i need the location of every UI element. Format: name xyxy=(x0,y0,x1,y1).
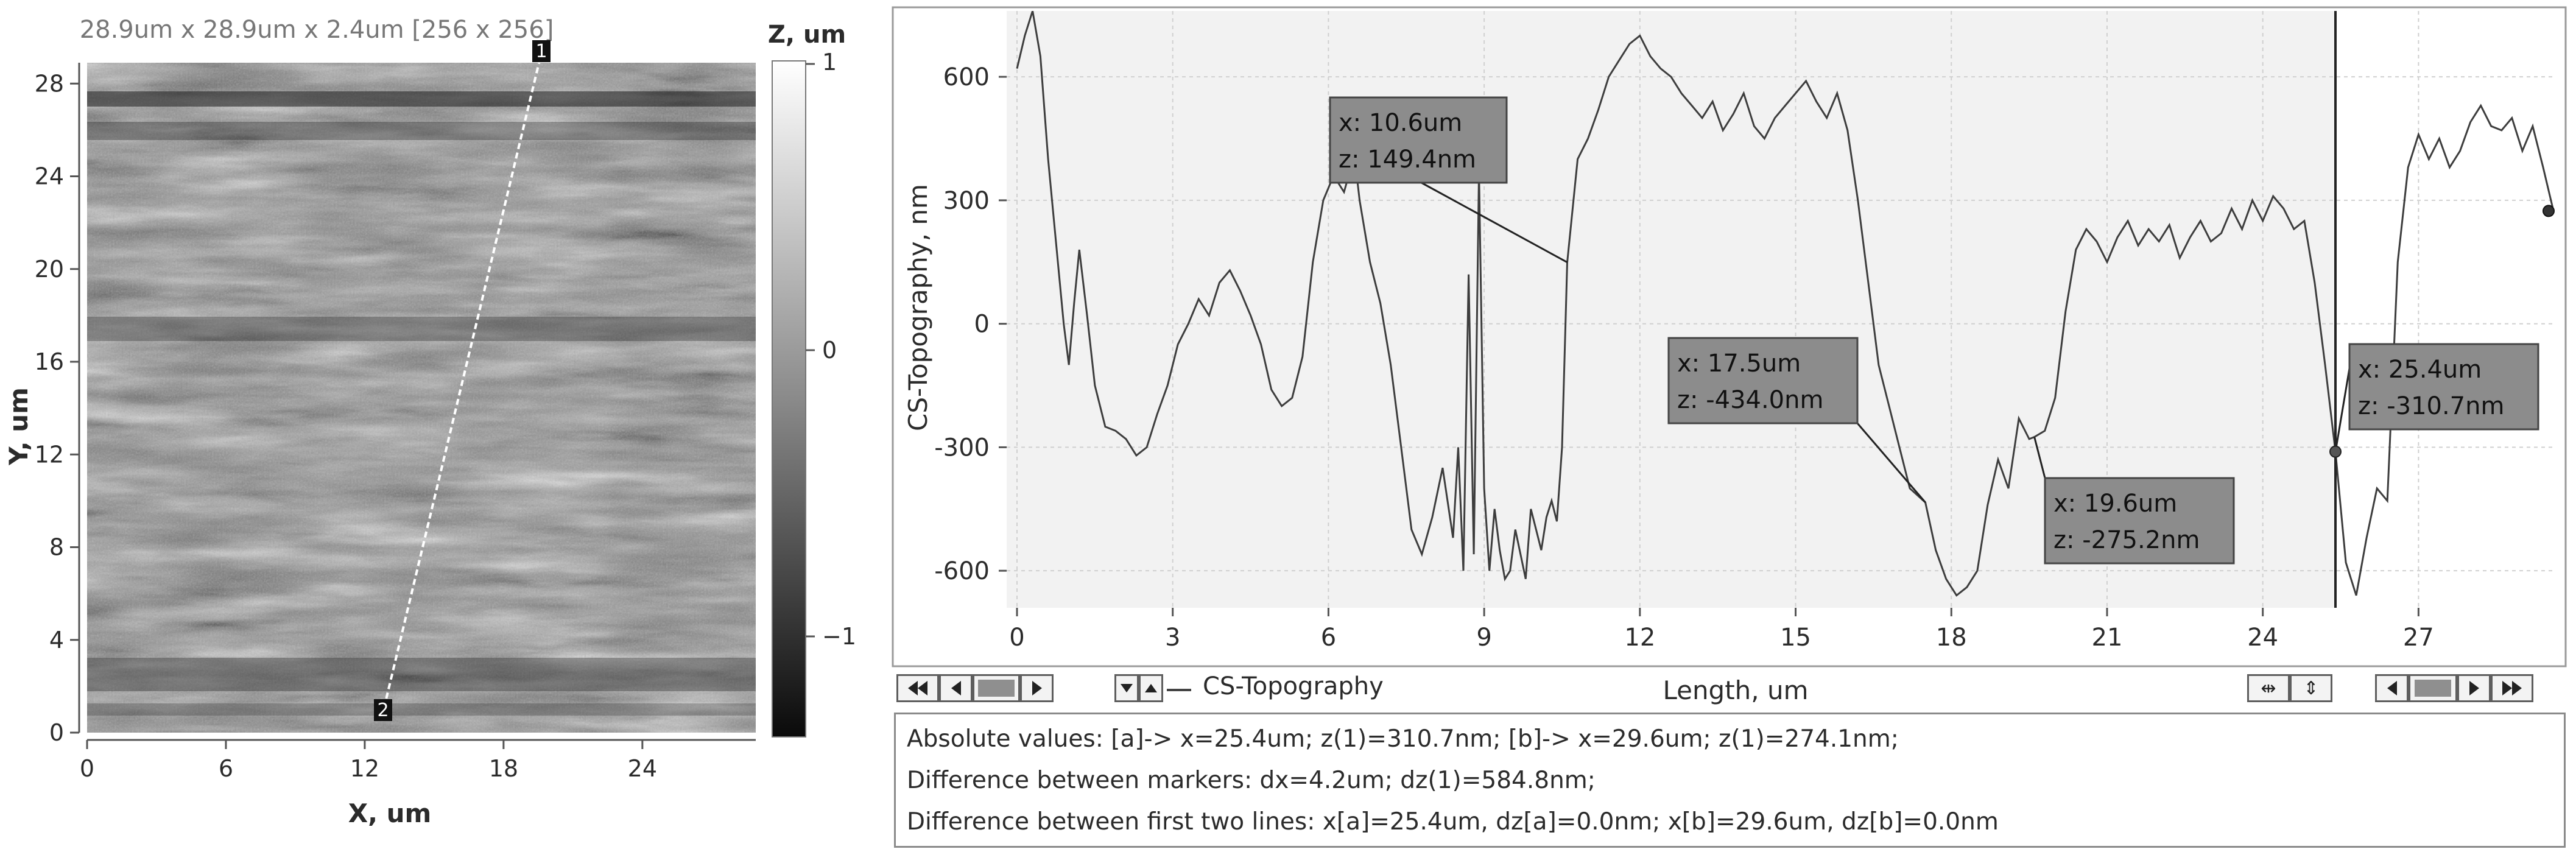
map-y-label: Y, um xyxy=(4,387,33,466)
x-tick-label: 12 xyxy=(1624,624,1655,652)
chevron-right-icon xyxy=(1032,681,1042,695)
map-y-tick-label: 20 xyxy=(35,256,64,283)
map-y-tick-label: 4 xyxy=(49,627,64,653)
series-line-cs-topography xyxy=(1016,11,2553,597)
map-y-tick-label: 24 xyxy=(35,163,64,190)
callout-x-text: x: 10.6um xyxy=(1339,109,1462,137)
callout-leader xyxy=(2334,368,2351,452)
colorbar-tick: −1 xyxy=(822,623,856,650)
x-tick-label: 9 xyxy=(1476,624,1491,652)
pan-thumb[interactable] xyxy=(2409,674,2457,702)
callout-4: x: 25.4um z: -310.7nm xyxy=(2334,343,2539,452)
scroll-left-button[interactable] xyxy=(939,674,973,702)
map-x-tick-label: 0 xyxy=(80,755,94,782)
y-tick-label: -600 xyxy=(934,557,990,585)
callout-leader xyxy=(1856,423,1926,503)
fit-vertical-button[interactable]: ⇕ xyxy=(2290,674,2332,702)
x-tick-label: 27 xyxy=(2403,624,2434,652)
map-x-tick-label: 18 xyxy=(489,755,518,782)
info-marker-difference: Difference between markers: dx=4.2um; dz… xyxy=(907,767,1596,794)
cursor-region xyxy=(2335,11,2553,608)
double-left-icon xyxy=(908,681,918,695)
colorbar-tick: 1 xyxy=(822,49,837,76)
arrow-up-icon xyxy=(1145,684,1157,692)
callout-2: x: 17.5um z: -434.0nm xyxy=(1667,337,1926,503)
vertical-arrows-icon: ⇕ xyxy=(2303,677,2319,699)
map-title: 28.9um x 28.9um x 2.4um [256 x 256] xyxy=(80,16,554,44)
info-line-difference: Difference between first two lines: x[a]… xyxy=(907,808,1999,836)
legend-label: CS-Topography xyxy=(1203,672,1384,700)
scroll-first-button[interactable] xyxy=(896,674,939,702)
marker-info-panel: Absolute values: [a]-> x=25.4um; z(1)=31… xyxy=(894,713,2566,848)
map-x-label: X, um xyxy=(348,798,432,828)
callout-x-text: x: 25.4um xyxy=(2358,356,2482,384)
callout-z-text: z: -434.0nm xyxy=(1677,386,1823,414)
scroll-thumb[interactable] xyxy=(973,674,1020,702)
map-x-tick-label: 24 xyxy=(628,755,657,782)
cursor-b-point[interactable] xyxy=(2543,205,2555,217)
profile-y-label: CS-Topography, nm xyxy=(903,184,933,431)
legend-swatch xyxy=(1167,689,1191,691)
profile-scan-line[interactable] xyxy=(382,57,541,710)
chevron-right-icon xyxy=(2469,681,2479,695)
svg-text:1: 1 xyxy=(535,41,547,62)
y-tick-label: 600 xyxy=(943,63,990,91)
map-x-tick-label: 6 xyxy=(219,755,233,782)
horizontal-arrows-icon: ⇹ xyxy=(2261,677,2276,699)
pan-right-button[interactable] xyxy=(2457,674,2491,702)
map-y-tick-label: 8 xyxy=(49,534,64,561)
x-tick-label: 18 xyxy=(1936,624,1967,652)
callout-x-text: x: 19.6um xyxy=(2053,490,2177,518)
map-y-tick-label: 16 xyxy=(35,348,64,375)
x-tick-label: 0 xyxy=(1009,624,1024,652)
x-tick-label: 21 xyxy=(2092,624,2123,652)
callout-z-text: z: 149.4nm xyxy=(1339,146,1476,174)
chevron-left-icon xyxy=(2387,681,2397,695)
pan-last-button[interactable] xyxy=(2491,674,2533,702)
marker-2[interactable]: 2 xyxy=(374,699,392,721)
callout-box xyxy=(2348,343,2539,431)
callout-3: x: 19.6um z: -275.2nm xyxy=(2033,437,2235,565)
x-tick-label: 6 xyxy=(1321,624,1336,652)
callout-1: x: 10.6um z: 149.4nm xyxy=(1329,96,1568,263)
map-y-tick-label: 12 xyxy=(35,441,64,468)
double-right-icon xyxy=(2502,681,2512,695)
series-up-button[interactable] xyxy=(1139,674,1163,702)
x-tick-label: 3 xyxy=(1165,624,1180,652)
scroll-right-button[interactable] xyxy=(1020,674,1054,702)
marker-1[interactable]: 1 xyxy=(532,40,551,62)
callout-x-text: x: 17.5um xyxy=(1677,350,1801,378)
topography-map xyxy=(87,63,756,733)
plot-area xyxy=(1007,11,2553,608)
colorbar-title: Z, um xyxy=(768,21,846,49)
y-tick-label: -300 xyxy=(934,434,990,462)
profile-x-label: Length, um xyxy=(1663,675,1808,705)
map-axes: 0 6 12 18 24 0 4 8 12 16 20 24 28 X, um Y, um xyxy=(4,63,756,828)
map-x-tick-label: 12 xyxy=(350,755,379,782)
info-absolute-values: Absolute values: [a]-> x=25.4um; z(1)=31… xyxy=(907,725,1899,753)
callout-z-text: z: -310.7nm xyxy=(2358,392,2504,420)
pan-left-button[interactable] xyxy=(2375,674,2409,702)
y-tick-label: 0 xyxy=(974,311,990,339)
map-y-tick-label: 28 xyxy=(35,70,64,97)
x-tick-label: 24 xyxy=(2247,624,2278,652)
callout-leader xyxy=(2033,437,2046,479)
colorbar: Z, um 1 0 −1 xyxy=(768,21,856,738)
arrow-down-icon xyxy=(1121,684,1133,692)
callout-leader xyxy=(1421,181,1568,263)
cursor-a-point[interactable] xyxy=(2329,445,2342,458)
callout-box xyxy=(1667,337,1859,424)
fit-horizontal-button[interactable]: ⇹ xyxy=(2247,674,2290,702)
callout-box xyxy=(1329,96,1508,184)
chevron-left-icon xyxy=(951,681,961,695)
colorbar-tick: 0 xyxy=(822,337,837,364)
series-down-button[interactable] xyxy=(1114,674,1139,702)
callout-box xyxy=(2044,477,2235,565)
callout-z-text: z: -275.2nm xyxy=(2053,526,2200,554)
map-y-tick-label: 0 xyxy=(49,719,64,746)
y-tick-label: 300 xyxy=(943,187,990,215)
x-tick-label: 15 xyxy=(1780,624,1811,652)
svg-text:2: 2 xyxy=(377,700,389,721)
